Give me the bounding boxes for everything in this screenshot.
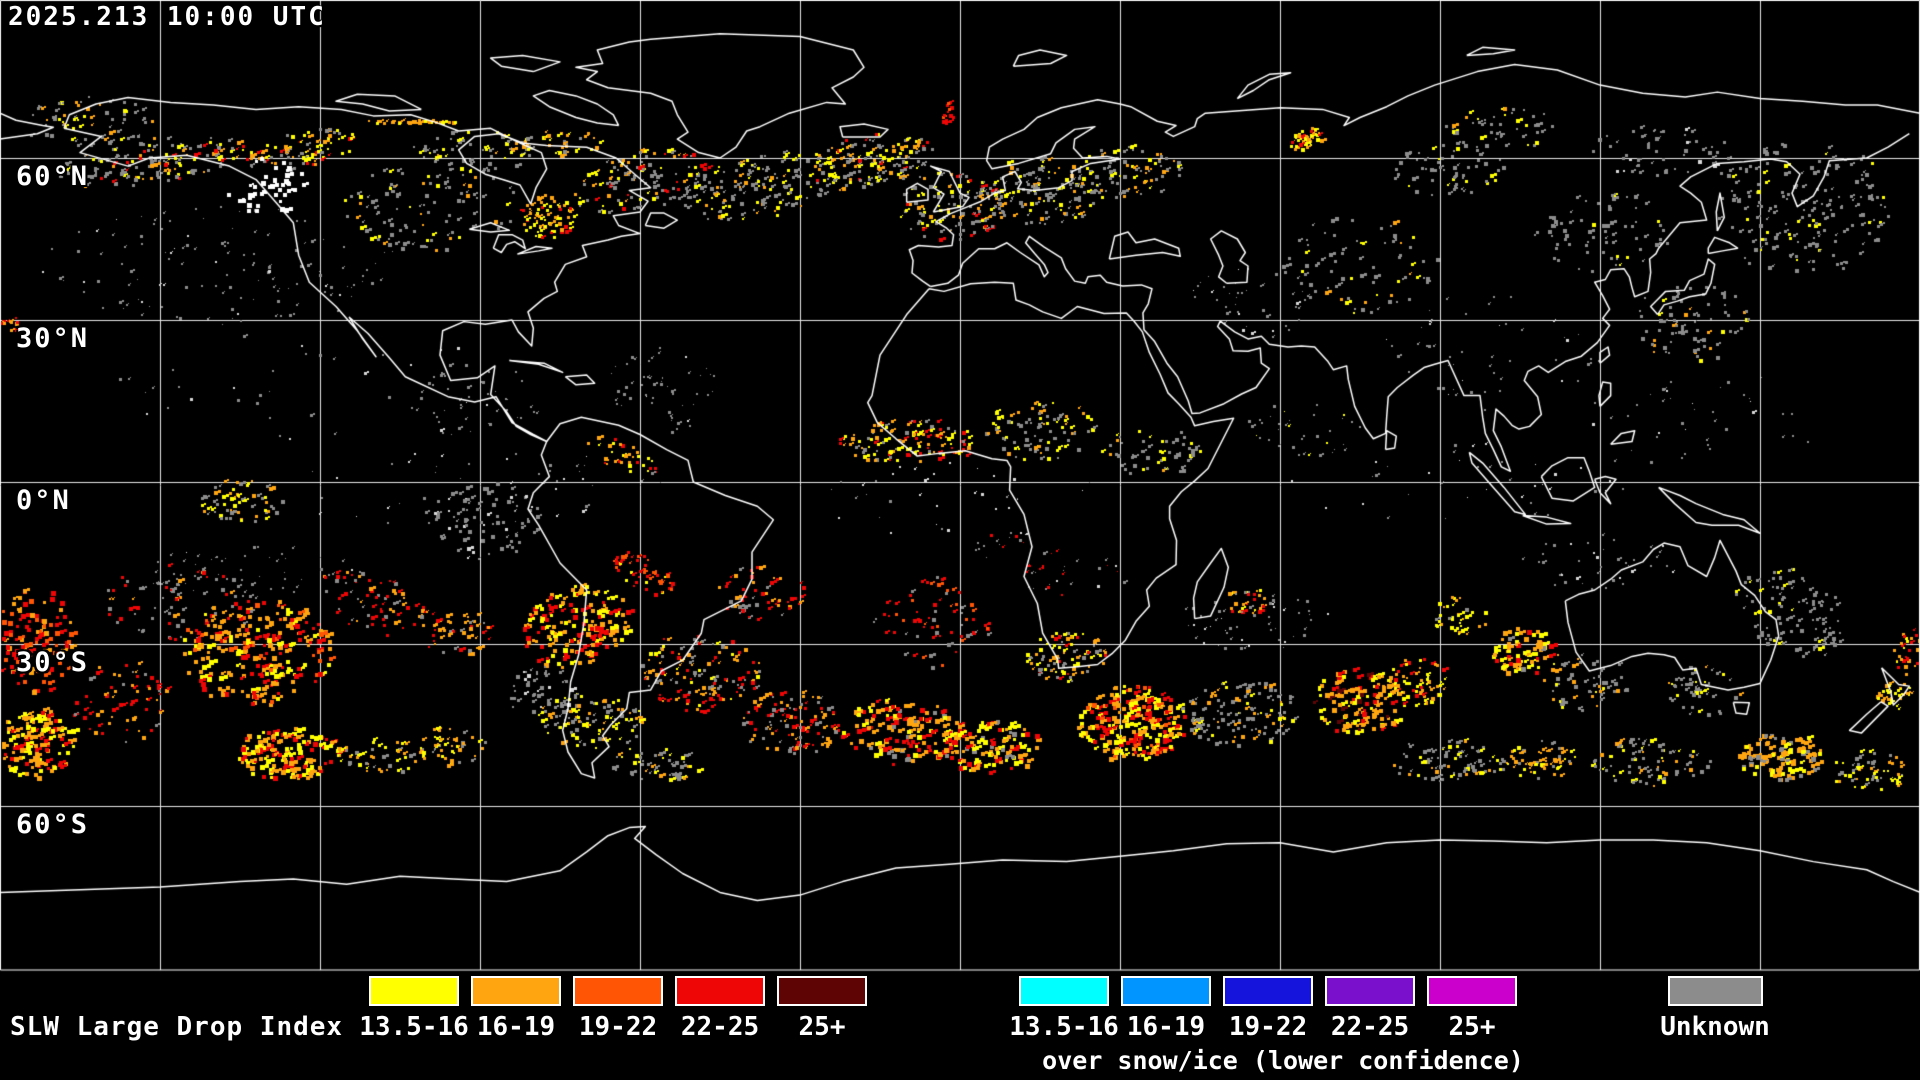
scale-19-22-swatch xyxy=(573,976,663,1006)
snow-25+-swatch xyxy=(1427,976,1517,1006)
scale-13.5-16-label: 13.5-16 xyxy=(359,1012,469,1042)
scale-25+-swatch xyxy=(777,976,867,1006)
snow-19-22-swatch xyxy=(1223,976,1313,1006)
snow-22-25-swatch xyxy=(1325,976,1415,1006)
scale-22-25-swatch xyxy=(675,976,765,1006)
snow-13.5-16-label: 13.5-16 xyxy=(1009,1012,1119,1042)
scale-25+-label: 25+ xyxy=(798,1012,846,1042)
lat-label-60N: 60°N xyxy=(16,161,90,192)
unknown-label: Unknown xyxy=(1660,1012,1770,1042)
timestamp-label: 2025.213 10:00 UTC xyxy=(8,2,326,32)
legend-snow-caption: over snow/ice (lower confidence) xyxy=(1042,1046,1524,1075)
scale-13.5-16-swatch xyxy=(369,976,459,1006)
unknown-swatch xyxy=(1668,976,1763,1006)
snow-22-25-label: 22-25 xyxy=(1330,1012,1410,1042)
scale-19-22-label: 19-22 xyxy=(578,1012,658,1042)
scale-16-19-swatch xyxy=(471,976,561,1006)
lat-label-30N: 30°N xyxy=(16,323,90,354)
lat-label-60S: 60°S xyxy=(16,809,90,840)
snow-25+-label: 25+ xyxy=(1448,1012,1496,1042)
snow-16-19-label: 16-19 xyxy=(1126,1012,1206,1042)
snow-13.5-16-swatch xyxy=(1019,976,1109,1006)
scale-16-19-label: 16-19 xyxy=(476,1012,556,1042)
lat-label-0N: 0°N xyxy=(16,485,71,516)
lat-label-30S: 30°S xyxy=(16,647,90,678)
snow-19-22-label: 19-22 xyxy=(1228,1012,1308,1042)
legend-title: SLW Large Drop Index xyxy=(10,1012,344,1042)
snow-16-19-swatch xyxy=(1121,976,1211,1006)
scale-22-25-label: 22-25 xyxy=(680,1012,760,1042)
